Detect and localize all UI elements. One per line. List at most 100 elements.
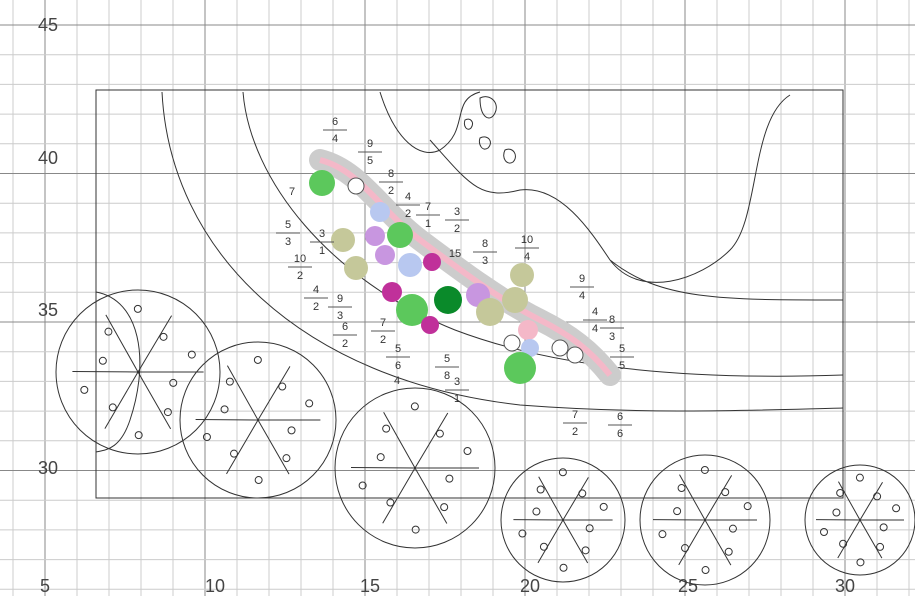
callout-text: 6 bbox=[617, 411, 623, 423]
tree-dot bbox=[386, 498, 395, 507]
tree-branch bbox=[350, 466, 416, 469]
callout-text: 15 bbox=[449, 248, 461, 260]
tree-dot bbox=[187, 350, 196, 359]
tree-dot bbox=[856, 558, 865, 567]
tree-dot bbox=[892, 504, 901, 513]
tree-dot bbox=[134, 431, 143, 440]
plant bbox=[518, 320, 538, 340]
plant bbox=[344, 256, 368, 280]
tree-branch bbox=[538, 476, 564, 521]
plant bbox=[365, 226, 385, 246]
tree-branch bbox=[257, 419, 290, 475]
x-label: 20 bbox=[520, 576, 540, 596]
tree-branch bbox=[382, 467, 416, 524]
tree-dot bbox=[876, 542, 885, 551]
callout-text: 4 bbox=[405, 191, 411, 203]
tree-dot bbox=[701, 566, 710, 575]
callout-text: 3 bbox=[454, 376, 460, 388]
tree-branch bbox=[837, 519, 861, 559]
tree-dot bbox=[463, 446, 472, 455]
tree-dot bbox=[305, 399, 314, 408]
tree-branch bbox=[195, 418, 259, 421]
tree-dot bbox=[879, 523, 888, 532]
tree bbox=[179, 341, 337, 499]
callout-text: 7 bbox=[572, 409, 578, 421]
callout-text: 8 bbox=[609, 314, 615, 326]
callout-text: 4 bbox=[592, 323, 598, 335]
callout-text: 4 bbox=[524, 251, 530, 263]
tree-branch bbox=[72, 370, 139, 373]
tree-dot bbox=[832, 508, 841, 517]
tree-dot bbox=[743, 502, 752, 511]
tree bbox=[55, 289, 221, 455]
tree bbox=[804, 464, 915, 576]
tree-dot bbox=[133, 304, 142, 313]
callout-text: 7 bbox=[425, 201, 431, 213]
tree-dot bbox=[673, 507, 682, 516]
plant bbox=[309, 170, 335, 196]
tree-dot bbox=[282, 454, 291, 463]
plant bbox=[551, 339, 569, 357]
plant bbox=[504, 352, 536, 384]
callout-text: 2 bbox=[380, 334, 386, 346]
plant bbox=[421, 316, 439, 334]
tree-dot bbox=[700, 465, 709, 474]
callout-text: 3 bbox=[285, 236, 291, 248]
tree-dot bbox=[558, 468, 567, 477]
plant bbox=[396, 294, 428, 326]
tree-dot bbox=[539, 542, 548, 551]
tree-dot bbox=[230, 449, 239, 458]
tree-dot bbox=[445, 474, 454, 483]
y-label: 40 bbox=[38, 148, 58, 168]
tree-branch bbox=[704, 475, 733, 521]
plant bbox=[382, 282, 402, 302]
callout-text: 9 bbox=[579, 273, 585, 285]
callout-text: 6 bbox=[395, 360, 401, 372]
callout-text: 1 bbox=[319, 245, 325, 257]
callout-text: 7 bbox=[380, 317, 386, 329]
callout-text: 9 bbox=[367, 138, 373, 150]
tree-dot bbox=[855, 473, 864, 482]
callout-text: 4 bbox=[313, 284, 319, 296]
callout-text: 9 bbox=[337, 293, 343, 305]
callout-text: 7 bbox=[289, 186, 295, 198]
tree-branch bbox=[678, 519, 706, 566]
callout-text: 3 bbox=[482, 255, 488, 267]
plant bbox=[347, 177, 365, 195]
planting-bed bbox=[309, 149, 621, 386]
tree-dot bbox=[728, 524, 737, 533]
plant bbox=[476, 298, 504, 326]
tree-dot bbox=[411, 525, 420, 534]
x-label: 25 bbox=[678, 576, 698, 596]
x-label: 10 bbox=[205, 576, 225, 596]
callout-text: 2 bbox=[454, 223, 460, 235]
x-label: 30 bbox=[835, 576, 855, 596]
callout-text: 6 bbox=[342, 321, 348, 333]
tree-branch bbox=[137, 315, 173, 373]
contours bbox=[95, 91, 844, 453]
tree-dot bbox=[287, 426, 296, 435]
tree-branch bbox=[837, 481, 861, 521]
callout-text: 2 bbox=[572, 426, 578, 438]
callout-text: 3 bbox=[609, 331, 615, 343]
tree-dot bbox=[819, 527, 828, 536]
tree-dot bbox=[518, 529, 527, 538]
tree-dot bbox=[169, 378, 178, 387]
y-label: 45 bbox=[38, 15, 58, 35]
tree-branch bbox=[859, 481, 883, 521]
plan-frame bbox=[95, 89, 844, 499]
callout-text: 6 bbox=[617, 428, 623, 440]
tree-branch bbox=[137, 371, 172, 430]
tree bbox=[500, 457, 626, 583]
plant bbox=[510, 263, 534, 287]
callout-text: 2 bbox=[313, 301, 319, 313]
callout-text: 1 bbox=[425, 218, 431, 230]
x-label: 15 bbox=[360, 576, 380, 596]
plant bbox=[375, 245, 395, 265]
tree-dot bbox=[98, 356, 107, 365]
plant bbox=[331, 228, 355, 252]
tree-branch bbox=[537, 519, 564, 564]
tree-dot bbox=[253, 355, 262, 364]
tree-dot bbox=[225, 377, 234, 386]
plant bbox=[521, 339, 539, 357]
